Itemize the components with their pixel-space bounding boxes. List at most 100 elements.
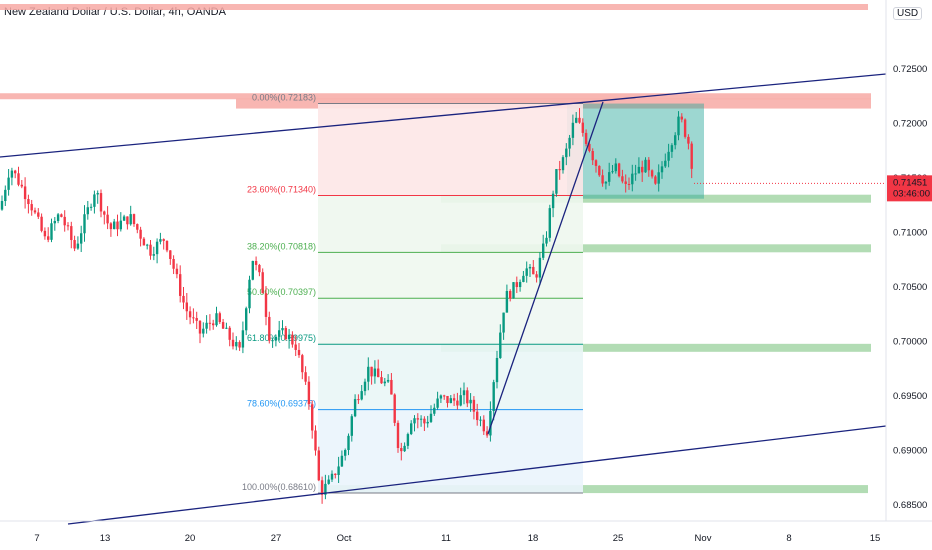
candle-up	[129, 214, 132, 225]
candle-down	[179, 274, 182, 296]
candle-down	[578, 117, 581, 123]
candle-up	[522, 275, 525, 282]
candle-down	[617, 163, 621, 177]
candle-up	[53, 220, 56, 224]
candle-up	[575, 117, 578, 123]
candle-up	[571, 122, 575, 138]
candle-up	[119, 220, 122, 230]
price-tick-label: 0.70500	[893, 282, 927, 293]
channel-lower-trendline[interactable]	[67, 425, 887, 525]
candle-up	[271, 340, 274, 342]
candle-up	[83, 214, 86, 234]
support-zone	[441, 244, 871, 253]
candle-up	[0, 201, 4, 210]
candle-up	[347, 435, 350, 451]
rally-trendline[interactable]	[487, 101, 604, 435]
candle-down	[601, 175, 604, 184]
candle-down	[416, 418, 419, 420]
candle-down	[485, 431, 489, 436]
candle-up	[512, 282, 515, 299]
candle-up	[525, 268, 528, 276]
candle-up	[657, 172, 660, 184]
candle-down	[30, 204, 33, 211]
candle-up	[146, 244, 149, 246]
candle-down	[185, 302, 188, 312]
candle-up	[670, 145, 674, 152]
candle-down	[218, 313, 221, 323]
candle-down	[370, 366, 373, 377]
candle-up	[327, 479, 330, 484]
fib-band	[318, 195, 583, 253]
candle-up	[644, 159, 647, 173]
candle-down	[70, 226, 73, 241]
candle-down	[680, 116, 683, 120]
candle-down	[188, 311, 192, 318]
candle-down	[390, 379, 393, 395]
candle-down	[476, 411, 479, 421]
candle-down	[690, 143, 693, 169]
candle-down	[647, 159, 650, 171]
candle-up	[406, 434, 410, 446]
candle-up	[429, 413, 433, 422]
candle-down	[139, 229, 142, 239]
candle-up	[495, 357, 499, 383]
candle-down	[165, 240, 169, 251]
fib-level-label: 100.00%(0.68610)	[242, 482, 316, 492]
time-tick-label: 25	[613, 533, 624, 544]
candle-down	[317, 450, 320, 481]
candle-down	[182, 295, 185, 303]
candle-up	[76, 243, 80, 249]
candle-up	[56, 214, 60, 221]
candle-down	[400, 448, 403, 452]
candle-up	[561, 157, 565, 171]
candle-up	[528, 266, 532, 269]
candle-down	[482, 419, 485, 432]
candle-down	[116, 221, 119, 230]
candle-down	[311, 404, 314, 431]
time-tick-label: 8	[786, 533, 791, 544]
candle-down	[99, 193, 103, 212]
fib-level-label: 0.00%(0.72183)	[252, 93, 316, 103]
candle-down	[466, 390, 469, 404]
candle-down	[641, 166, 644, 173]
candle-up	[330, 473, 334, 480]
candle-down	[149, 244, 152, 256]
candle-up	[538, 257, 542, 278]
time-tick-label: Nov	[695, 533, 712, 544]
candle-up	[205, 322, 208, 329]
candle-down	[228, 327, 231, 340]
candle-up	[660, 166, 664, 173]
last-price-value: 0.71451	[893, 177, 927, 188]
candle-down	[446, 395, 449, 404]
candle-down	[212, 323, 215, 326]
candle-down	[558, 169, 561, 171]
candle-down	[683, 119, 687, 137]
candle-up	[363, 381, 367, 392]
candle-up	[489, 410, 492, 436]
resistance-zone	[0, 4, 868, 10]
candle-up	[350, 416, 353, 436]
resistance-zone	[0, 93, 871, 100]
candle-up	[419, 418, 423, 420]
price-tick-label: 0.70000	[893, 337, 927, 348]
time-tick-label: 13	[100, 533, 111, 544]
candle-up	[353, 399, 357, 417]
channel-upper-trendline[interactable]	[0, 73, 887, 158]
fib-level-label: 61.80%(0.69975)	[247, 333, 316, 343]
fib-level-label: 38.20%(0.70818)	[247, 241, 316, 251]
candle-down	[17, 173, 20, 185]
candle-up	[7, 177, 10, 190]
candle-down	[687, 136, 690, 144]
candle-down	[162, 239, 165, 241]
candle-down	[532, 266, 535, 275]
candle-up	[604, 181, 608, 184]
price-tick-label: 0.68500	[893, 500, 927, 511]
fib-level-label: 50.00%(0.70397)	[247, 287, 316, 297]
time-tick-label: 7	[34, 533, 39, 544]
fib-band	[318, 103, 583, 196]
candle-up	[383, 381, 386, 384]
candle-down	[66, 225, 70, 227]
currency-selector[interactable]: USD	[893, 7, 923, 20]
candle-up	[502, 312, 505, 333]
